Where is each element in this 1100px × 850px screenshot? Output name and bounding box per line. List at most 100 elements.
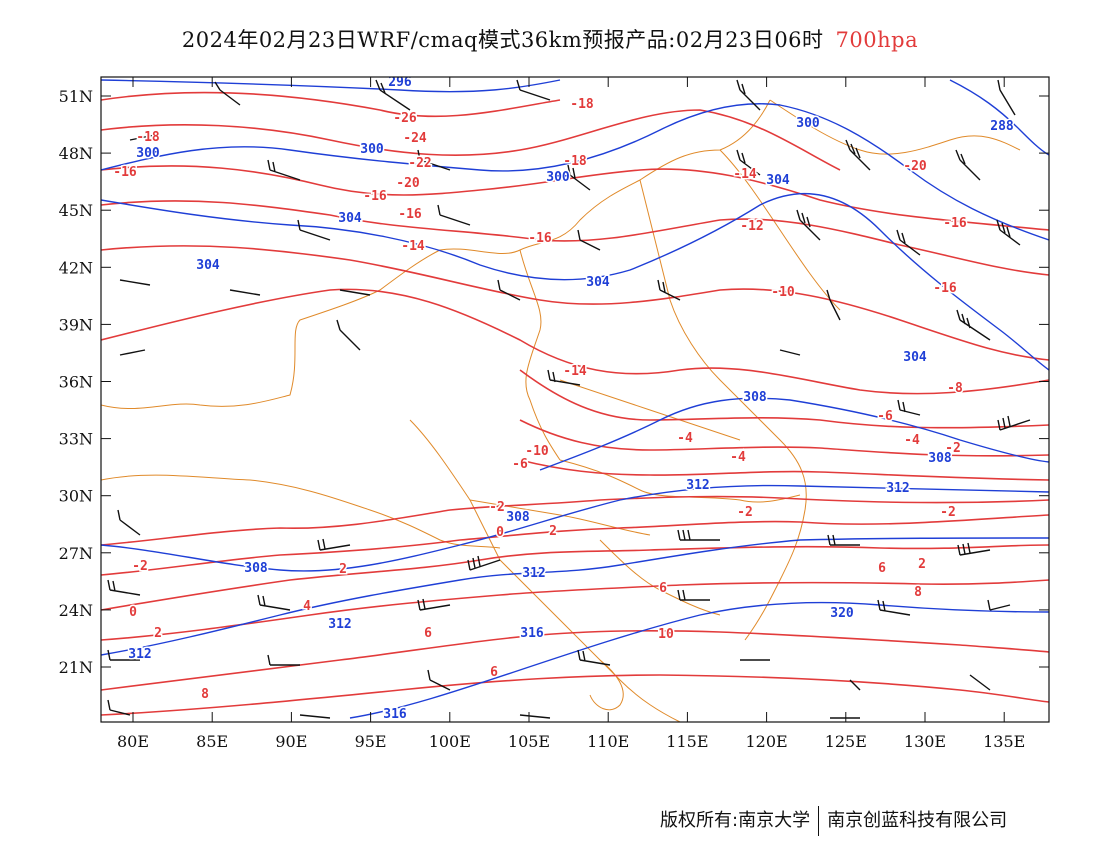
lat-label: 39N (59, 315, 93, 334)
border-lines (101, 99, 1021, 722)
lat-label: 48N (59, 144, 93, 163)
height-label: 308 (244, 561, 268, 576)
wind-barbs (107, 79, 1031, 719)
height-label: 316 (383, 707, 407, 722)
height-label: 308 (506, 510, 530, 525)
isotherm-label: -16 (528, 231, 552, 246)
isotherm-label: -14 (563, 364, 587, 379)
isotherm-label: -16 (363, 189, 387, 204)
lon-label: 85E (196, 732, 228, 751)
isotherm-label: -8 (947, 381, 963, 396)
height-label: 304 (903, 350, 927, 365)
isotherm-label: -24 (403, 131, 427, 146)
lon-label: 95E (355, 732, 387, 751)
lat-label: 30N (59, 487, 93, 506)
height-label: 320 (830, 606, 854, 621)
isotherm-lines (101, 91, 1049, 716)
latitude-axis: 51N 48N 45N 42N 39N 36N 33N 30N 27N 24N 21N (59, 87, 1049, 677)
isotherm-label: -16 (943, 216, 967, 231)
isotherm-label: 0 (496, 525, 504, 540)
isotherm-label: 0 (129, 605, 137, 620)
isotherm-label: -20 (396, 176, 420, 191)
lat-label: 45N (59, 201, 93, 220)
lat-label: 33N (59, 430, 93, 449)
isotherm-label: -26 (393, 111, 417, 126)
lon-label: 120E (745, 732, 787, 751)
isotherm-label: 2 (339, 562, 347, 577)
lon-label: 125E (825, 732, 867, 751)
lon-label: 105E (508, 732, 550, 751)
height-contours (101, 79, 1049, 719)
map-frame (100, 76, 1050, 723)
isotherm-label: 2 (549, 524, 557, 539)
isotherm-label: -4 (677, 431, 693, 446)
isotherm-label: -6 (512, 457, 528, 472)
lon-label: 100E (429, 732, 471, 751)
height-label: 304 (766, 173, 790, 188)
title-main: 2024年02月23日WRF/cmaq模式36km预报产品:02月23日06时 (181, 28, 824, 52)
lat-label: 27N (59, 544, 93, 563)
height-label: 300 (136, 146, 160, 161)
lat-label: 42N (59, 258, 93, 277)
isotherm-label: -18 (570, 97, 594, 112)
lat-label: 21N (59, 658, 93, 677)
lat-label: 51N (59, 87, 93, 106)
height-label: 316 (520, 626, 544, 641)
copyright-notice: 版权所有:南京大学 南京创蓝科技有限公司 (660, 806, 1007, 836)
isotherm-label: 6 (490, 665, 498, 680)
isotherm-label: -2 (132, 559, 148, 574)
lat-label: 36N (59, 373, 93, 392)
isotherm-label: -4 (904, 433, 920, 448)
lon-label: 130E (904, 732, 946, 751)
isotherm-label: 6 (659, 581, 667, 596)
isotherm-label: -16 (398, 207, 422, 222)
height-label: 312 (328, 617, 351, 632)
height-label: 296 (388, 75, 412, 90)
isotherm-label: 8 (201, 687, 209, 702)
height-label: 312 (686, 478, 709, 493)
chart-title: 2024年02月23日WRF/cmaq模式36km预报产品:02月23日06时 7… (0, 24, 1100, 54)
height-label: 288 (990, 119, 1014, 134)
isotherm-label: 8 (914, 585, 922, 600)
isotherm-label: -22 (408, 156, 431, 171)
isotherm-label: 2 (918, 557, 926, 572)
height-label: 312 (522, 566, 545, 581)
height-label: 308 (743, 390, 767, 405)
isotherm-label: -14 (733, 167, 757, 182)
isotherm-label: 4 (303, 599, 311, 614)
isotherm-label: 6 (878, 561, 886, 576)
lon-label: 135E (983, 732, 1025, 751)
isotherm-label: -10 (771, 285, 795, 300)
isotherm-label: -20 (903, 159, 927, 174)
isotherm-label: -16 (113, 165, 137, 180)
isotherm-label: -6 (877, 409, 893, 424)
lon-label: 90E (275, 732, 307, 751)
isotherm-label: -2 (945, 441, 961, 456)
isotherm-label: 2 (154, 626, 162, 641)
isotherm-label: -10 (525, 444, 549, 459)
lon-label: 80E (117, 732, 149, 751)
height-label: 304 (338, 211, 362, 226)
copyright-separator (818, 806, 820, 836)
isotherm-label: -18 (563, 154, 587, 169)
isotherm-label: -2 (489, 500, 505, 515)
isotherm-label: -2 (737, 505, 753, 520)
height-label: 300 (360, 142, 384, 157)
isotherm-labels: -26-24-22-20-20-18-18-18-16-16-16-16-16-… (112, 96, 969, 704)
isotherm-label: 6 (424, 626, 432, 641)
isotherm-label: -2 (940, 505, 956, 520)
height-label: 312 (128, 647, 151, 662)
title-level: 700hpa (835, 28, 919, 52)
height-label: 304 (196, 258, 220, 273)
isotherm-label: -4 (730, 450, 746, 465)
height-label: 300 (546, 170, 570, 185)
isotherm-label: -14 (401, 239, 425, 254)
isotherm-label: -12 (740, 219, 763, 234)
height-label: 304 (586, 275, 610, 290)
isotherm-label: -18 (136, 130, 160, 145)
copyright-right: 南京创蓝科技有限公司 (827, 810, 1008, 831)
lon-label: 110E (587, 732, 629, 751)
lat-label: 24N (59, 601, 93, 620)
